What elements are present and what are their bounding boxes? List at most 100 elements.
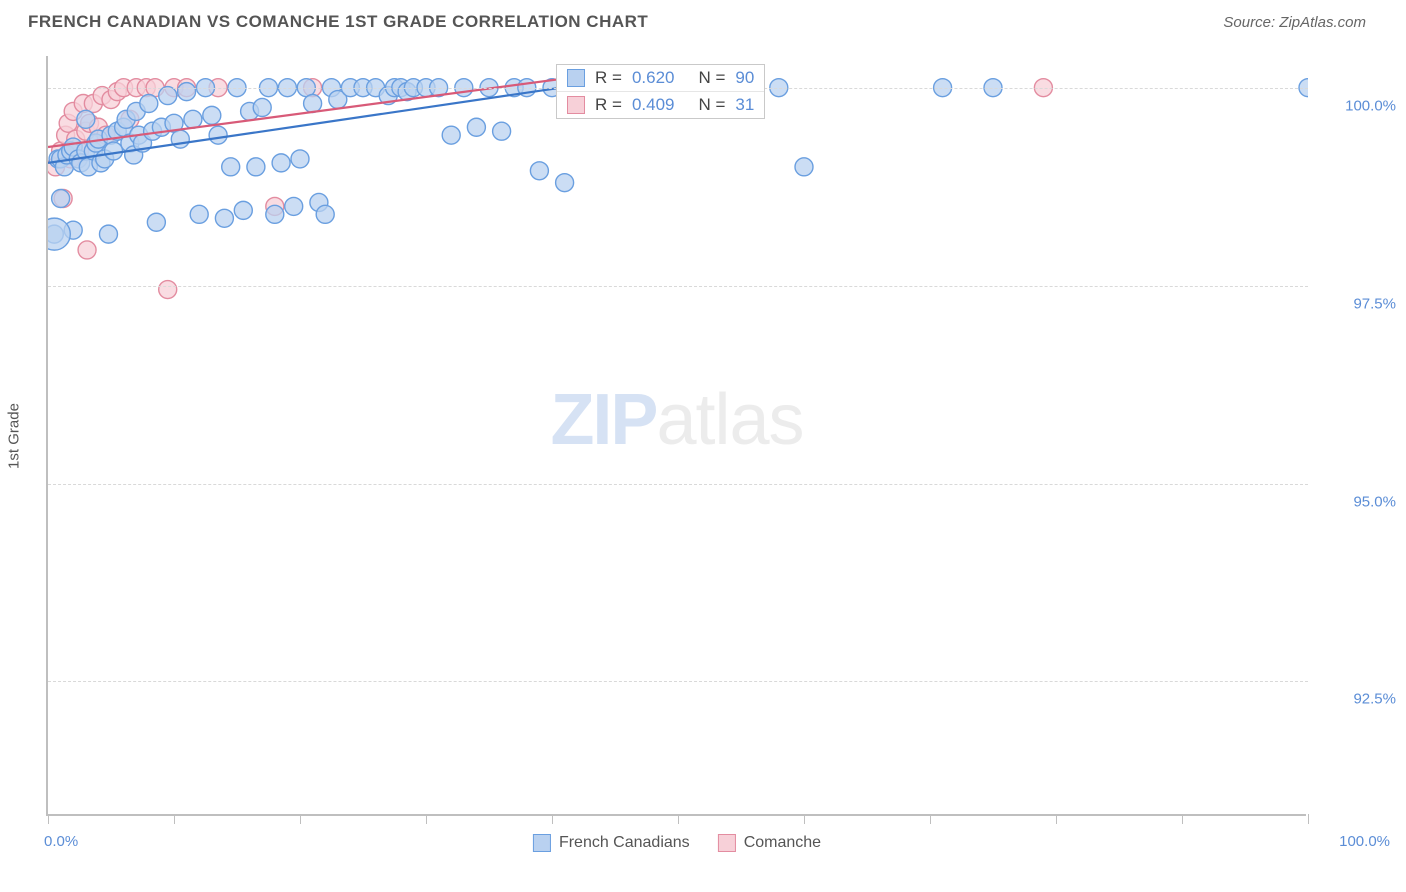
gridline-h [48,286,1308,287]
data-point [147,213,165,231]
chart-area: 1st Grade ZIPatlas R = 0.620N = 90R = 0.… [46,56,1306,816]
data-point [266,205,284,223]
data-point [209,126,227,144]
x-axis-min-label: 0.0% [44,833,78,850]
data-point [304,95,322,113]
data-point [247,158,265,176]
data-point [108,122,126,140]
data-point [52,190,70,208]
data-point [64,221,82,239]
data-point [96,150,114,168]
data-point [215,209,233,227]
data-point [329,91,347,109]
data-point [79,158,97,176]
legend-swatch [567,96,585,114]
data-point [795,158,813,176]
stats-legend: R = 0.620N = 90R = 0.409N = 31 [556,64,765,119]
data-point [54,190,72,208]
data-point [105,142,123,160]
data-point [178,83,196,101]
data-point [184,110,202,128]
data-point [84,142,102,160]
legend-item: Comanche [718,834,821,852]
source-prefix: Source: [1223,14,1279,31]
data-point [493,122,511,140]
data-point [171,130,189,148]
legend-swatch [533,834,551,852]
x-tick [1182,814,1183,824]
chart-title: FRENCH CANADIAN VS COMANCHE 1ST GRADE CO… [28,12,648,32]
data-point [130,126,148,144]
data-point [241,102,259,120]
data-point [71,142,89,160]
r-value: 0.409 [632,95,675,115]
data-point [55,158,73,176]
chart-source: Source: ZipAtlas.com [1223,14,1366,31]
data-point [379,87,397,105]
data-point [253,98,271,116]
data-point [62,142,80,160]
x-tick [1308,814,1309,824]
r-label: R = [595,95,622,115]
n-value: 90 [735,68,754,88]
y-tick-label: 92.5% [1316,691,1396,708]
y-tick-label: 95.0% [1316,493,1396,510]
watermark-zip: ZIP [550,380,656,460]
x-tick [804,814,805,824]
n-value: 31 [735,95,754,115]
data-point [467,118,485,136]
data-point [69,150,87,168]
data-point [74,95,92,113]
data-point [92,154,110,172]
data-point [140,95,158,113]
data-point [234,201,252,219]
stats-legend-row: R = 0.620N = 90 [557,65,764,92]
x-tick [48,814,49,824]
data-point [77,110,95,128]
watermark: ZIPatlas [550,379,803,461]
data-point [108,83,126,101]
data-point [556,174,574,192]
legend-label: French Canadians [559,834,690,852]
data-point [316,205,334,223]
data-point [52,142,70,160]
data-point [442,126,460,144]
data-point [52,150,70,168]
y-tick-label: 100.0% [1316,97,1396,114]
n-label: N = [698,95,725,115]
x-tick [1056,814,1057,824]
r-value: 0.620 [632,68,675,88]
data-point [48,225,63,243]
x-axis-max-label: 100.0% [1339,833,1390,850]
x-tick [300,814,301,824]
data-point [190,205,208,223]
data-point [67,130,85,148]
source-site: ZipAtlas.com [1279,14,1366,31]
x-tick [426,814,427,824]
data-point [72,154,90,172]
y-tick-label: 97.5% [1316,295,1396,312]
data-point [117,110,135,128]
data-point [159,281,177,299]
y-axis-title: 1st Grade [6,403,23,469]
legend-swatch [567,69,585,87]
data-point [152,118,170,136]
data-point [62,150,80,168]
trend-line [48,80,615,163]
data-point [48,158,65,176]
r-label: R = [595,68,622,88]
data-point [115,118,133,136]
data-point [398,83,416,101]
data-point [291,150,309,168]
data-point [84,95,102,113]
watermark-atlas: atlas [656,380,803,460]
data-point [64,138,82,156]
data-point [99,225,117,243]
data-point [203,106,221,124]
data-point [102,126,120,144]
chart-header: FRENCH CANADIAN VS COMANCHE 1ST GRADE CO… [0,0,1406,38]
data-point [48,218,70,250]
data-point [77,142,95,160]
data-point [121,134,139,152]
data-point [310,193,328,211]
